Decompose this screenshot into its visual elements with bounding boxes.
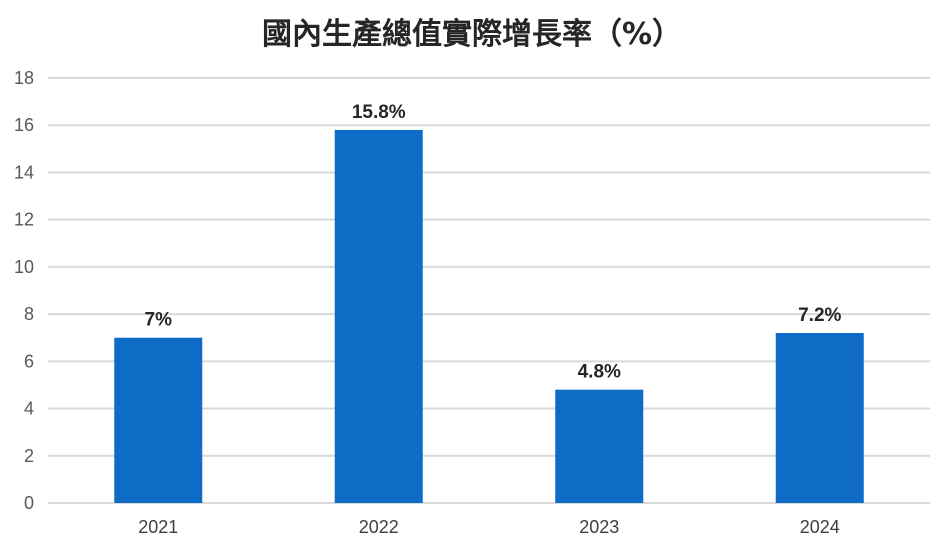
chart-title: 國內生產總值實際增長率（%） xyxy=(262,17,682,52)
bar-2021 xyxy=(114,337,203,503)
y-tick-label: 12 xyxy=(14,210,34,230)
x-axis: 2021 2022 2023 2024 xyxy=(138,517,840,537)
data-label-2024: 7.2% xyxy=(798,305,841,326)
y-tick-label: 16 xyxy=(14,115,34,135)
x-tick-label: 2021 xyxy=(138,517,178,537)
bar-2022 xyxy=(334,129,423,503)
data-label-2021: 7% xyxy=(145,310,173,331)
y-tick-label: 6 xyxy=(24,351,34,371)
y-tick-label: 8 xyxy=(24,304,34,324)
y-tick-label: 0 xyxy=(24,493,34,513)
x-tick-label: 2022 xyxy=(359,517,399,537)
bar-2023 xyxy=(555,389,644,503)
y-tick-label: 10 xyxy=(14,257,34,277)
x-tick-label: 2023 xyxy=(579,517,619,537)
y-tick-label: 18 xyxy=(14,68,34,88)
data-label-2022: 15.8% xyxy=(352,102,406,123)
data-labels: 7% 15.8% 4.8% 7.2% xyxy=(145,102,842,383)
y-tick-label: 14 xyxy=(14,162,34,182)
y-axis: 0 2 4 6 8 10 12 14 16 18 xyxy=(14,68,34,513)
y-tick-label: 2 xyxy=(24,446,34,466)
bar-2024 xyxy=(775,333,864,503)
y-tick-label: 4 xyxy=(24,399,34,419)
data-label-2023: 4.8% xyxy=(578,362,621,383)
x-tick-label: 2024 xyxy=(800,517,840,537)
bars xyxy=(114,129,864,503)
